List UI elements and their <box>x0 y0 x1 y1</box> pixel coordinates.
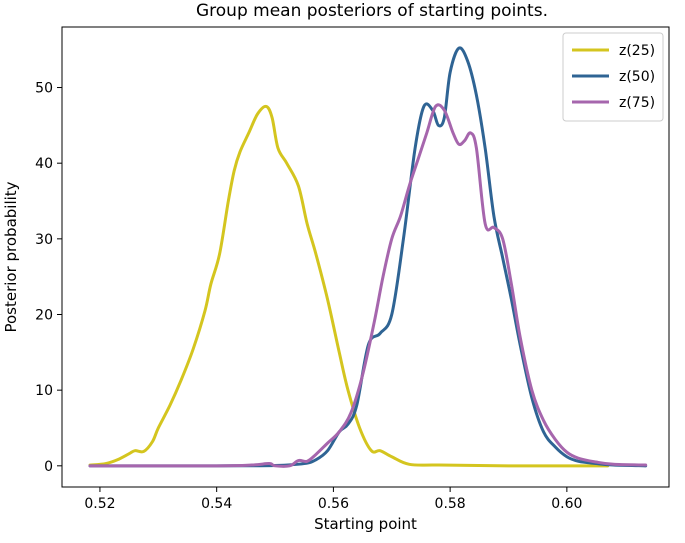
x-tick-label: 0.58 <box>435 496 466 512</box>
x-tick-label: 0.56 <box>318 496 349 512</box>
y-tick-label: 30 <box>35 232 53 248</box>
y-tick-label: 10 <box>35 383 53 399</box>
y-tick-label: 0 <box>44 459 53 475</box>
x-axis: 0.52 0.54 0.56 0.58 0.60 <box>84 487 582 512</box>
chart-title: Group mean posteriors of starting points… <box>196 1 548 21</box>
x-tick-label: 0.54 <box>201 496 232 512</box>
y-tick-label: 40 <box>35 156 53 172</box>
y-tick-label: 50 <box>35 81 53 97</box>
legend-label: z(25) <box>619 43 655 59</box>
legend-label: z(75) <box>619 95 655 111</box>
series-line <box>88 104 610 468</box>
x-axis-label: Starting point <box>314 515 417 533</box>
legend: z(25) z(50) z(75) <box>562 32 664 122</box>
series-layer <box>88 46 648 468</box>
y-tick-label: 20 <box>35 308 53 324</box>
plot-frame <box>61 26 670 488</box>
legend-box <box>562 32 664 122</box>
y-axis-label: Posterior probability <box>2 181 20 332</box>
series-line <box>88 103 648 468</box>
x-tick-label: 0.60 <box>551 496 582 512</box>
x-tick-label: 0.52 <box>84 496 115 512</box>
y-axis: 0 10 20 30 40 50 <box>35 81 62 475</box>
series-line <box>88 46 648 468</box>
legend-label: z(50) <box>619 69 655 85</box>
